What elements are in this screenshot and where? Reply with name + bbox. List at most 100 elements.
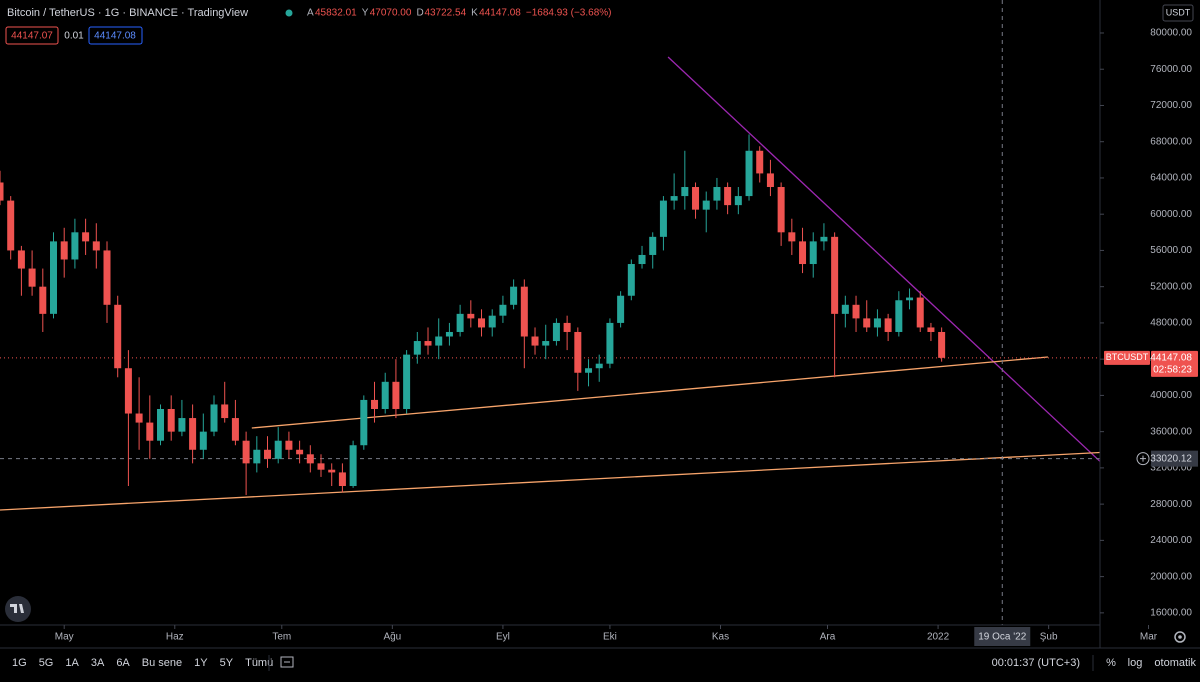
candle-body [863,318,871,328]
price-axis-panel [1100,0,1200,648]
trendline [251,356,1048,429]
y-tick-label: 52000.00 [1150,281,1192,292]
candle-body [713,187,721,201]
candle-body [478,318,486,328]
range-button[interactable]: 5Y [220,657,234,669]
candle-body [306,454,314,464]
y-tick-label: 40000.00 [1150,390,1192,401]
candle-body [17,250,25,269]
auto-toggle[interactable]: otomatik [1154,657,1196,669]
x-tick-label: Kas [712,632,729,643]
candle-body [552,322,560,342]
candle-body [788,232,796,242]
candle-body [7,200,15,251]
candle-body [28,268,36,287]
candle-body [189,418,197,450]
range-button[interactable]: Tümü [245,657,273,669]
crosshair-time-label: 19 Oca '22 [978,632,1026,643]
ohlc-value: 45832.01 [315,8,357,19]
plot [0,0,1100,625]
candle-body [809,241,817,265]
trendline [667,56,1100,463]
candle-body [488,315,496,328]
y-tick-label: 76000.00 [1150,64,1192,75]
buy-box[interactable] [88,26,143,45]
y-tick-label: 16000.00 [1150,607,1192,618]
x-tick-label: Şub [1040,632,1058,643]
candle-body [360,399,368,446]
ohlc-key: K [471,8,478,19]
range-button[interactable]: 3A [91,657,105,669]
candle-body [371,399,379,409]
range-button[interactable]: Bu sene [142,657,182,669]
candle-body [178,418,186,432]
add-alert-plus [1140,455,1146,462]
candle-body [50,241,58,314]
candle-body [542,341,550,346]
range-button[interactable]: 5G [39,657,54,669]
y-tick-label: 68000.00 [1150,136,1192,147]
candle-body [435,336,443,346]
candle-body [841,304,849,314]
candle-body [92,241,100,251]
candle-body [873,318,881,328]
last-price-label: 44147.08 [1150,352,1192,363]
candle-body [585,368,593,373]
candle-body [264,449,272,459]
currency-box[interactable] [1162,4,1194,22]
y-tick-label: 36000.00 [1150,426,1192,437]
candle-body [71,232,79,260]
candle-body [338,472,346,487]
candle-body [274,440,282,459]
candle-body [403,354,411,409]
x-tick-label: May [55,632,74,643]
candle-body [467,313,475,319]
range-button[interactable]: 6A [116,657,130,669]
countdown: 02:58:23 [1153,364,1192,375]
candle-body [381,381,389,409]
candle-body [638,254,646,265]
candle-body [82,232,90,242]
candle-body [617,295,625,323]
y-tick-label: 48000.00 [1150,318,1192,329]
candle-body [135,413,143,423]
y-tick-label: 56000.00 [1150,245,1192,256]
settings-icon[interactable] [1174,631,1186,643]
candle-body [884,318,892,332]
buy-price: 44147.08 [94,31,136,42]
trendline [0,451,1100,511]
candle-body [574,331,582,373]
candle-body [221,404,229,419]
spread: 0.01 [64,31,84,42]
sell-box[interactable] [5,26,59,45]
x-tick-label: Ara [820,632,836,643]
last-price-box [1151,350,1198,377]
candle-body [456,313,464,332]
x-tick-label: Tem [272,632,291,643]
range-button[interactable]: 1G [12,657,27,669]
candle-body [199,431,207,450]
range-button[interactable]: 1Y [194,657,208,669]
candle-body [852,304,860,319]
tv-logo[interactable] [5,596,31,622]
clock[interactable]: 00:01:37 (UTC+3) [992,657,1080,669]
candle-body [659,200,667,237]
candle-body [681,187,689,197]
ohlc-value: 47070.00 [370,8,412,19]
compare-icon[interactable] [280,656,294,668]
x-tick-label: Ağu [383,632,401,643]
candle-body [820,236,828,242]
range-button[interactable]: 1A [65,657,79,669]
sell-price: 44147.07 [11,31,53,42]
x-tick-label: Mar [1140,632,1158,643]
add-alert-button[interactable] [1136,452,1150,466]
log-toggle[interactable]: log [1128,657,1143,669]
candle-body [445,331,453,337]
candle-body [424,341,432,346]
x-tick-label: Eki [603,632,617,643]
candle-body [328,469,336,473]
percent-toggle[interactable]: % [1106,657,1116,669]
crosshair-time-box [974,627,1031,646]
candle-body [499,304,507,316]
